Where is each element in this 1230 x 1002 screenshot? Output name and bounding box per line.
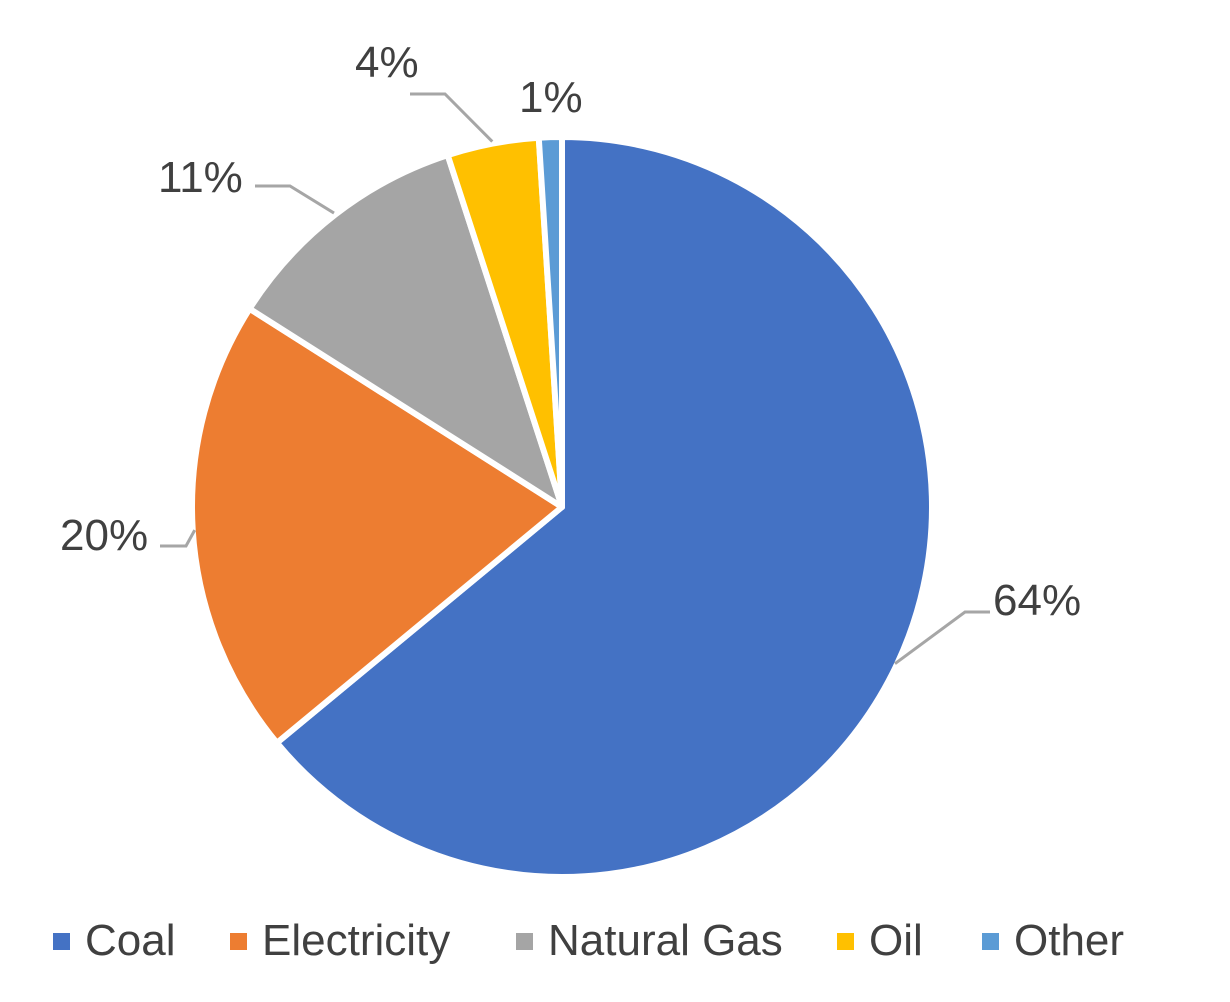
legend-label-other: Other [1014,916,1124,965]
legend-item-natural-gas: Natural Gas [516,916,783,965]
data-label-other: 1% [519,73,583,122]
legend-swatch-oil [837,933,854,950]
data-labels: 64% 20% 11% 4% 1% [60,38,1081,625]
data-label-coal: 64% [993,576,1081,625]
legend-swatch-electricity [230,933,247,950]
pie-slice-coal [273,134,935,880]
legend-label-natural-gas: Natural Gas [548,916,783,965]
legend-label-electricity: Electricity [262,916,450,965]
legend-swatch-natural-gas [516,933,533,950]
data-label-electricity: 20% [60,511,148,560]
legend-swatch-coal [53,933,70,950]
data-label-natural-gas: 11% [158,153,243,202]
leader-line-coal [894,610,990,665]
legend-label-coal: Coal [85,916,176,965]
legend-item-coal: Coal [53,916,176,965]
legend-item-electricity: Electricity [230,916,450,965]
pie-slices [189,134,935,880]
leader-line-natural-gas [255,184,335,215]
pie-slice-electricity [189,305,565,746]
data-label-oil: 4% [355,38,419,87]
legend: Coal Electricity Natural Gas Oil Other [53,916,1124,965]
leader-lines [160,92,990,665]
legend-swatch-other [982,933,999,950]
legend-item-oil: Oil [837,916,923,965]
legend-label-oil: Oil [869,916,923,965]
pie-slice-other [535,134,565,510]
legend-item-other: Other [982,916,1124,965]
pie-slice-natural-gas [246,152,565,510]
leader-line-electricity [160,529,197,548]
leader-line-oil [410,92,494,143]
